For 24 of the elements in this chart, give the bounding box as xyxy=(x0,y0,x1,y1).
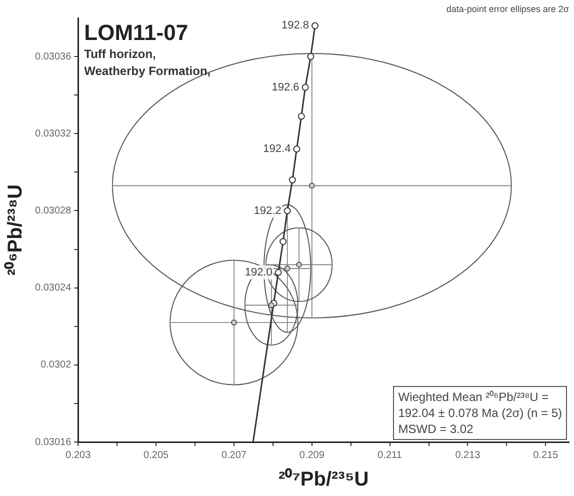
y-tick-label: 0.03016 xyxy=(34,436,72,448)
x-axis-title: ²⁰⁷Pb/²³⁵U xyxy=(278,468,369,491)
x-tick-label: 0.213 xyxy=(455,450,481,461)
annotation: 192.6 xyxy=(272,81,300,94)
annotation: 192.4 xyxy=(263,143,291,156)
x-tick-label: 0.215 xyxy=(533,450,559,461)
y-tick-label: 0.03028 xyxy=(34,205,72,216)
annotation: 192.8 xyxy=(281,20,310,32)
annotation: Wieghted Mean ²⁰⁶Pb/²³⁸U = 192.04 ± 0.078 Ma (2σ) (n = 5) MSWD = 3.02 xyxy=(393,386,567,440)
x-tick-label: 0.209 xyxy=(299,450,325,461)
y-tick-label: 0.03032 xyxy=(34,128,72,140)
y-axis-title: ²⁰⁶Pb/²³⁸U xyxy=(4,184,27,276)
x-tick-label: 0.211 xyxy=(378,450,402,461)
chart-title: LOM11-07 xyxy=(84,20,188,46)
text: Tuff horizon, Weatherby Formation, xyxy=(84,46,211,80)
text: data-point error ellipses are 2σ xyxy=(446,4,569,14)
y-tick-label: 0.03024 xyxy=(34,282,72,294)
y-tick-label: 0.03036 xyxy=(34,51,72,62)
annotation: 192.0 xyxy=(244,266,272,278)
x-tick-label: 0.205 xyxy=(144,450,170,461)
annotation: 192.2 xyxy=(254,204,282,217)
x-tick-label: 0.203 xyxy=(66,450,92,461)
y-tick-label: 0.0302 xyxy=(40,360,72,371)
x-tick-label: 0.207 xyxy=(221,450,247,461)
